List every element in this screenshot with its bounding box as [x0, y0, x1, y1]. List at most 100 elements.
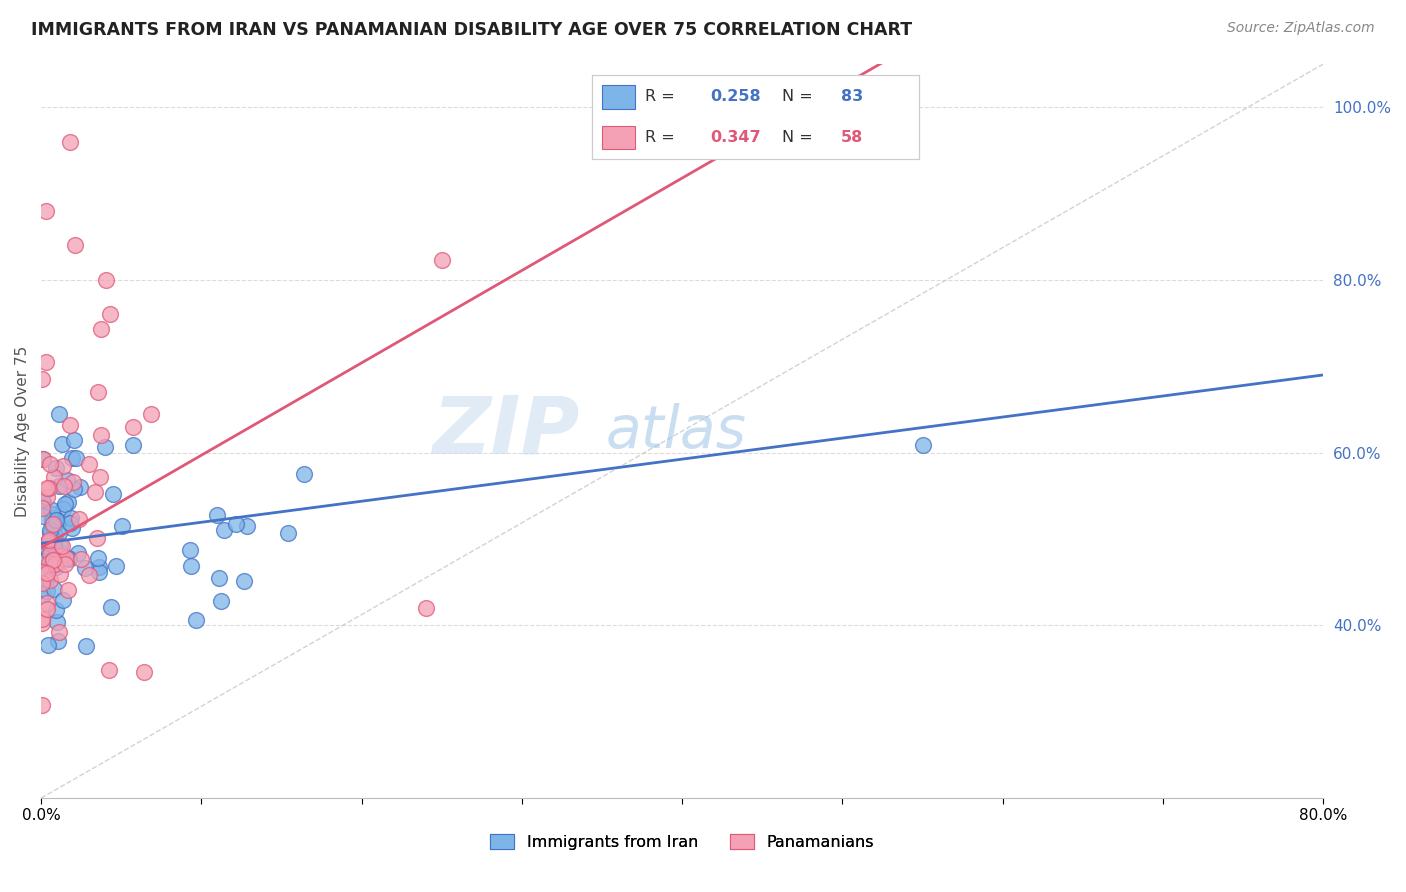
Point [214, 524, 236, 538]
Point [67, 512, 90, 526]
Y-axis label: Disability Age Over 75: Disability Age Over 75 [15, 345, 30, 516]
Point [38, 573, 60, 587]
Point [56, 473, 79, 487]
Point [42, 539, 65, 553]
Point [89, 470, 111, 484]
Point [35, 203, 58, 218]
Point [31, 575, 53, 590]
Point [44, 556, 66, 570]
Point [39, 526, 62, 541]
Point [97, 664, 120, 678]
Point [94, 441, 117, 455]
Point [70, 552, 93, 566]
Point [52, 593, 75, 607]
Point [42, 470, 65, 484]
Point [100, 600, 122, 615]
Point [42, 553, 65, 567]
Point [31, 612, 53, 626]
Point [209, 594, 232, 608]
Point [53, 557, 76, 571]
Point [53, 479, 76, 493]
Point [31, 500, 53, 515]
Point [75, 639, 97, 653]
Point [45, 513, 67, 527]
Point [39, 523, 62, 537]
Point [51, 539, 73, 553]
Point [38, 481, 60, 495]
Point [41, 511, 63, 525]
Point [49, 549, 72, 564]
Text: IMMIGRANTS FROM IRAN VS PANAMANIAN DISABILITY AGE OVER 75 CORRELATION CHART: IMMIGRANTS FROM IRAN VS PANAMANIAN DISAB… [31, 21, 912, 39]
Point [42, 533, 65, 547]
Point [48, 407, 70, 421]
Point [48, 549, 70, 564]
Point [41, 517, 63, 532]
Point [48, 545, 70, 559]
Point [236, 519, 259, 533]
Point [38, 546, 60, 560]
Point [46, 513, 69, 527]
Point [31, 451, 53, 466]
Point [62, 475, 84, 490]
Point [39, 547, 62, 561]
Point [35, 552, 58, 566]
Point [35, 481, 58, 495]
Point [38, 557, 60, 571]
Point [42, 516, 65, 531]
Point [98, 308, 121, 322]
Point [86, 531, 108, 545]
Point [292, 467, 315, 482]
Point [31, 492, 53, 507]
Point [111, 518, 134, 533]
Point [104, 559, 127, 574]
Point [103, 487, 125, 501]
Point [45, 461, 67, 475]
Point [59, 511, 82, 525]
Point [31, 372, 53, 386]
Point [69, 480, 91, 494]
Point [44, 557, 66, 571]
Point [31, 615, 53, 630]
Point [77, 458, 100, 472]
Point [90, 322, 112, 336]
Point [45, 550, 67, 565]
Point [415, 601, 437, 615]
Point [430, 253, 453, 268]
Point [87, 384, 110, 399]
Point [60, 521, 83, 535]
Point [59, 135, 82, 149]
Point [49, 566, 72, 581]
Point [56, 583, 79, 598]
Point [38, 533, 60, 547]
Point [45, 560, 67, 574]
Point [79, 568, 101, 582]
Point [139, 407, 162, 421]
Point [44, 528, 66, 542]
Point [59, 418, 82, 433]
Text: Source: ZipAtlas.com: Source: ZipAtlas.com [1227, 21, 1375, 36]
Point [48, 479, 70, 493]
Point [122, 420, 145, 434]
Point [90, 427, 112, 442]
Point [94, 273, 117, 287]
Point [34, 539, 56, 553]
Point [63, 238, 86, 252]
Point [134, 665, 156, 680]
Point [87, 560, 110, 574]
Point [277, 526, 299, 541]
Point [35, 584, 58, 599]
Point [48, 526, 70, 541]
Point [83, 485, 105, 500]
Point [41, 503, 63, 517]
Point [58, 552, 80, 566]
Point [37, 602, 59, 616]
Point [31, 698, 53, 712]
Point [60, 450, 83, 465]
Point [44, 582, 66, 596]
Point [48, 624, 70, 639]
Point [35, 596, 58, 610]
Point [49, 538, 72, 552]
Point [87, 551, 110, 566]
Point [180, 559, 202, 574]
Point [52, 502, 75, 516]
